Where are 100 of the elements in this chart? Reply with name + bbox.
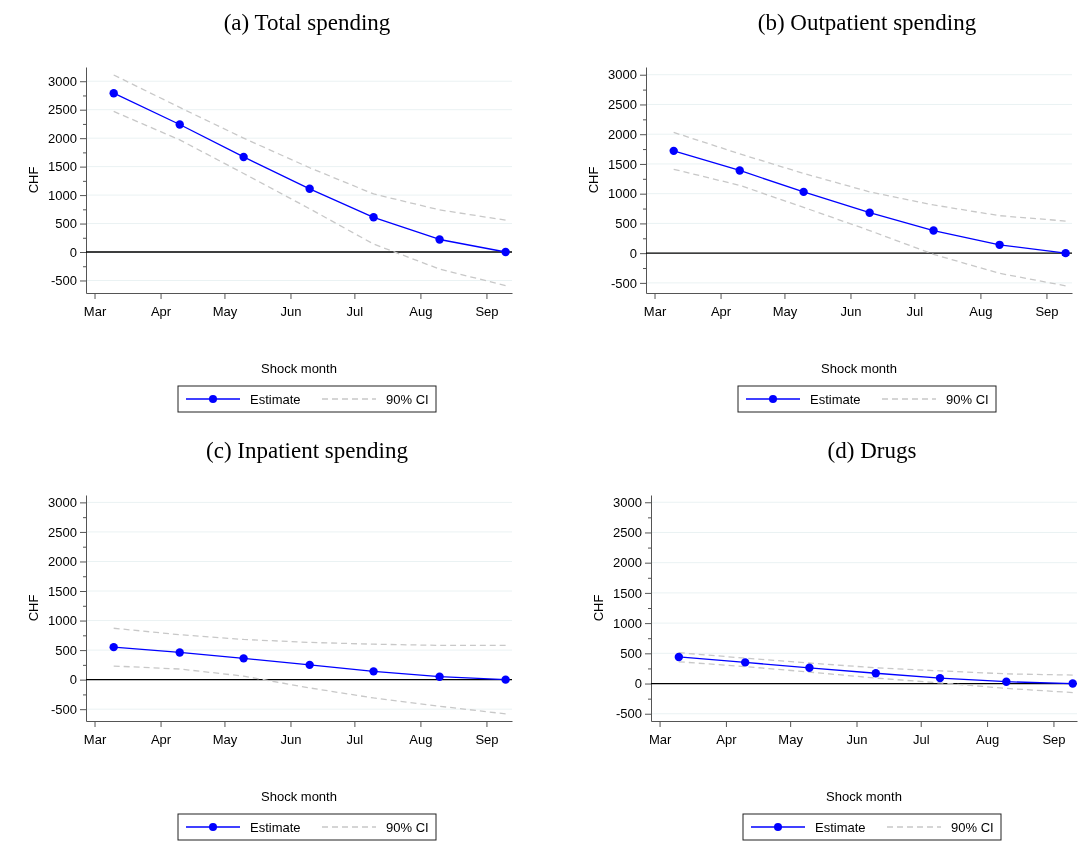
x-tick-label: Sep [1042,732,1066,748]
y-axis-title: CHF [26,594,41,622]
y-tick-label: 1000 [613,615,642,631]
point [865,208,874,217]
line-series [673,131,1067,222]
point [175,120,184,129]
y-tick-label: 0 [634,676,642,692]
point [935,673,945,683]
x-tick-label: Aug [976,732,1000,748]
x-tick-label: Jul [346,304,364,320]
x-tick-label: Mar [83,732,107,748]
x-tick-label: Jun [846,732,868,748]
x-tick-label: May [778,732,804,748]
point [239,654,248,663]
x-tick-label: Mar [83,304,107,320]
point [1002,677,1011,686]
x-axis-title: Shock month [826,789,902,804]
y-tick-label: 3000 [48,73,77,89]
y-tick-label: 1500 [48,159,77,175]
x-axis-title: Shock month [821,361,897,376]
point [175,648,184,657]
chart-title: (d) Drugs [827,438,917,463]
chart-title: (a) Total spending [223,10,391,35]
point [674,652,684,662]
chart-title: (c) Inpatient spending [206,438,409,463]
y-tick-label: 1000 [48,613,77,629]
y-tick-label: 3000 [613,494,642,510]
y-tick-label: -500 [615,706,642,722]
point [109,88,118,98]
point [501,247,510,257]
point [435,672,444,681]
x-tick-label: Aug [969,304,993,320]
line-series [113,627,507,647]
x-tick-label: Jun [280,304,302,320]
x-tick-label: Apr [150,732,172,748]
y-tick-label: 3000 [48,495,77,511]
y-tick-label: 2500 [48,524,77,540]
y-tick-label: 2500 [48,102,77,118]
point [501,675,510,684]
line-series [673,168,1067,287]
x-tick-label: Jun [280,732,302,748]
y-tick-label: 1500 [48,583,77,599]
x-tick-label: Apr [716,732,738,748]
y-tick-label: -500 [50,701,77,717]
legend-label: 90% CI [386,819,429,835]
y-tick-label: 3000 [608,67,637,83]
x-tick-label: Mar [643,304,667,320]
x-tick-label: Aug [409,304,433,320]
point [369,667,378,676]
point [435,235,444,244]
x-tick-label: Jul [912,732,930,748]
chart-title: (b) Outpatient spending [757,10,977,35]
y-tick-label: 0 [69,244,77,260]
legend-label: 90% CI [386,391,429,407]
legend-label: Estimate [250,391,301,407]
y-tick-label: -500 [50,273,77,289]
x-tick-label: Mar [648,732,672,748]
y-tick-label: 2000 [48,554,77,570]
x-tick-label: May [212,732,238,748]
x-tick-label: Jul [906,304,924,320]
point [799,187,808,197]
point [239,152,248,162]
line-series [113,74,507,221]
legend-label: Estimate [815,819,866,835]
y-axis-title: CHF [586,166,601,194]
x-tick-label: Sep [475,732,499,748]
x-tick-label: Sep [1035,304,1059,320]
legend-label: 90% CI [946,391,989,407]
x-tick-label: Sep [475,304,499,320]
y-tick-label: 1500 [608,156,637,172]
point [929,226,938,235]
legend-label: Estimate [250,819,301,835]
point [871,669,880,678]
x-tick-label: Jun [840,304,862,320]
point [369,213,378,222]
point [735,166,744,175]
point [805,663,814,673]
legend-label: Estimate [810,391,861,407]
y-tick-label: 2500 [613,525,642,541]
y-axis-title: CHF [591,594,606,622]
x-tick-label: Apr [150,304,172,320]
y-tick-label: 2000 [608,126,637,142]
x-tick-label: May [212,304,238,320]
point [669,146,678,156]
y-tick-label: 500 [615,216,637,232]
y-tick-label: 0 [629,245,637,261]
y-tick-label: 2000 [48,130,77,146]
y-tick-label: 1500 [613,585,642,601]
point [1068,679,1077,688]
y-tick-label: 0 [69,672,77,688]
y-tick-label: 2000 [613,555,642,571]
point [305,184,314,194]
x-tick-label: Jul [346,732,364,748]
y-tick-label: 1000 [608,186,637,202]
y-tick-label: 500 [620,645,642,661]
x-axis-title: Shock month [261,789,337,804]
line-series [113,110,507,287]
y-tick-label: 2500 [608,97,637,113]
x-tick-label: May [772,304,798,320]
point [995,240,1004,250]
